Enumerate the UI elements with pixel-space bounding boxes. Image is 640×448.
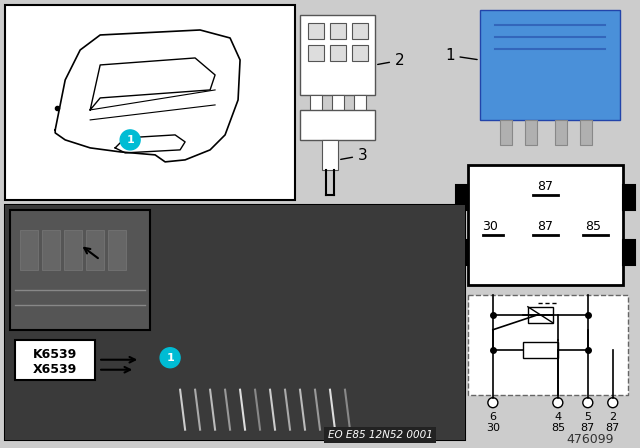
Bar [108, 230, 126, 270]
Bar [5, 5, 295, 200]
Text: 30: 30 [486, 422, 500, 433]
Circle shape [608, 398, 618, 408]
Circle shape [553, 398, 563, 408]
Text: 2: 2 [378, 53, 404, 68]
Text: K6539: K6539 [33, 348, 77, 361]
Bar [523, 342, 558, 358]
Text: 5: 5 [584, 412, 591, 422]
Text: EO E85 12N52 0001: EO E85 12N52 0001 [328, 430, 433, 439]
Text: 85: 85 [551, 422, 565, 433]
Bar [308, 45, 324, 61]
Bar [330, 45, 346, 61]
Text: 85: 85 [585, 220, 601, 233]
Text: 87: 87 [605, 422, 620, 433]
Circle shape [583, 398, 593, 408]
Bar [64, 230, 82, 270]
Circle shape [488, 398, 498, 408]
Bar [623, 185, 635, 210]
Bar [15, 340, 95, 380]
Bar [468, 165, 623, 285]
Circle shape [120, 130, 140, 150]
Bar [352, 45, 368, 61]
Bar [480, 10, 620, 120]
Bar [468, 295, 628, 395]
Bar [332, 95, 344, 115]
Bar [310, 95, 322, 115]
Bar [354, 95, 366, 115]
Bar [500, 120, 512, 145]
Text: 2: 2 [609, 412, 616, 422]
Text: 1: 1 [166, 353, 174, 363]
Bar [20, 230, 38, 270]
Bar [42, 230, 60, 270]
Bar [525, 120, 537, 145]
Circle shape [160, 348, 180, 368]
Bar [308, 23, 324, 39]
Bar [330, 23, 346, 39]
Text: 6: 6 [490, 412, 497, 422]
Bar [300, 110, 375, 140]
Bar [322, 140, 338, 170]
Text: 4: 4 [554, 412, 561, 422]
Bar [456, 240, 468, 265]
Text: 87: 87 [580, 422, 595, 433]
Bar [5, 205, 465, 439]
Bar [86, 230, 104, 270]
Text: 30: 30 [482, 220, 498, 233]
Bar [456, 185, 468, 210]
Text: 476099: 476099 [566, 433, 614, 446]
Text: 3: 3 [340, 148, 368, 163]
Text: 87: 87 [537, 220, 553, 233]
Bar [352, 23, 368, 39]
Bar [300, 15, 375, 95]
Text: X6539: X6539 [33, 363, 77, 376]
Bar [580, 120, 592, 145]
Bar [623, 240, 635, 265]
Bar [5, 205, 465, 439]
Text: 1: 1 [126, 135, 134, 145]
Text: 87: 87 [537, 181, 553, 194]
Text: 1: 1 [445, 48, 477, 63]
Bar [528, 307, 553, 323]
Bar [555, 120, 567, 145]
Bar [10, 210, 150, 330]
